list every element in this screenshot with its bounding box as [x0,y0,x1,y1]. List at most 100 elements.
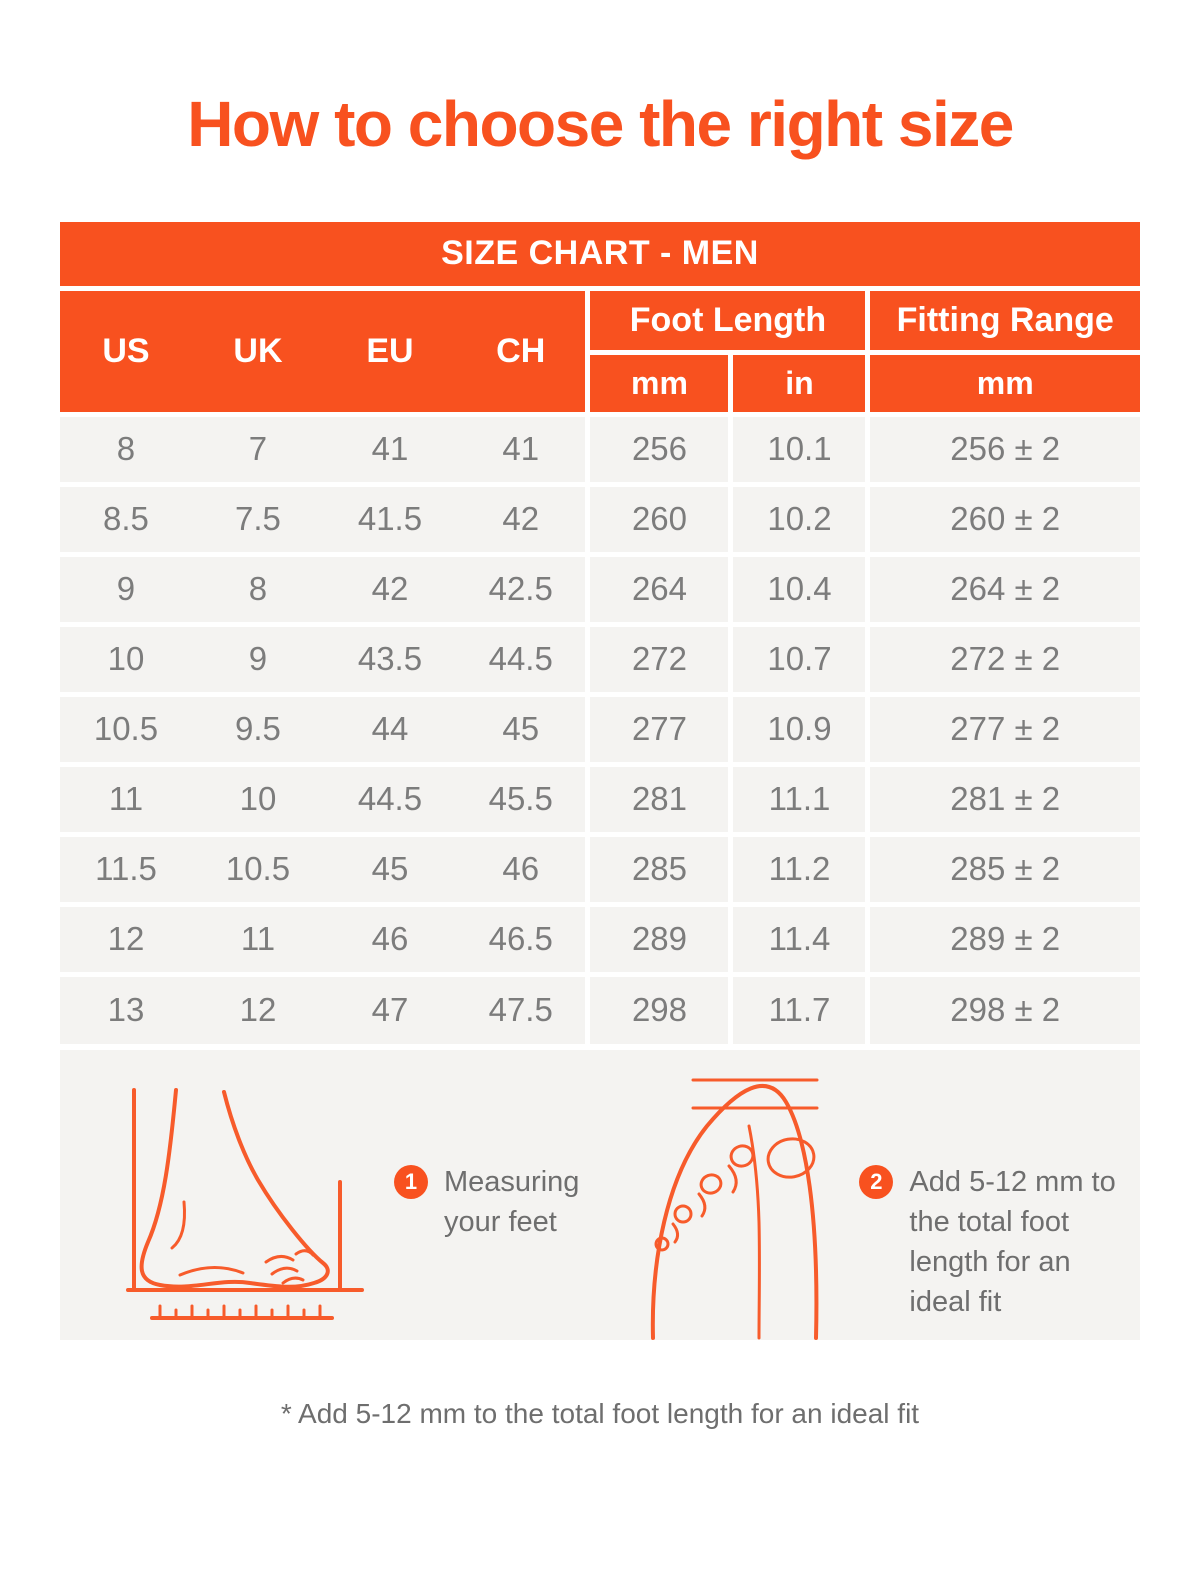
cell-fitting: 260 ± 2 [865,481,1141,554]
unit-header-in: in [728,352,868,414]
step-2-line-4: ideal fit [909,1286,1002,1318]
step-1-text: Measuring your feet [444,1162,579,1242]
cell-in: 10.1 [728,411,868,484]
cell-uk: 10 [191,761,324,834]
step-2-badge: 2 [859,1165,894,1199]
cell-ch: 47.5 [455,971,588,1044]
size-chart-header: SIZE CHART - MEN US UK EU CH Foot Length… [59,222,1141,414]
cell-uk: 7.5 [191,481,324,554]
table-row: 13 12 47 47.5 298 11.7 298 ± 2 [59,971,1141,1044]
column-header-us: US [59,288,192,414]
column-header-eu: EU [323,288,456,414]
table-row: 12 11 46 46.5 289 11.4 289 ± 2 [59,901,1141,974]
cell-fitting: 281 ± 2 [865,761,1141,834]
cell-us: 8.5 [59,481,192,554]
cell-us: 10.5 [59,691,192,764]
cell-uk: 10.5 [191,831,324,904]
footnote: * Add 5-12 mm to the total foot length f… [280,1398,920,1429]
cell-mm: 256 [585,411,731,484]
cell-mm: 281 [585,761,731,834]
step-1: 1 Measuring your feet [394,1162,579,1242]
size-guide-page: How to choose the right size SIZE CHART … [0,92,1200,1592]
cell-ch: 41 [455,411,588,484]
column-header-ch: CH [455,288,588,414]
cell-uk: 12 [191,971,324,1044]
step-2-line-3: length for an [909,1246,1071,1278]
step-1-line-2: your feet [444,1206,557,1238]
cell-ch: 44.5 [455,621,588,694]
step-2-line-2: the total foot [909,1206,1070,1238]
cell-eu: 43.5 [323,621,456,694]
cell-ch: 46 [455,831,588,904]
cell-in: 10.4 [728,551,868,624]
cell-fitting: 264 ± 2 [865,551,1141,624]
step-2: 2 Add 5-12 mm to the total foot length f… [859,1162,1116,1322]
table-row: 8 7 41 41 256 10.1 256 ± 2 [59,411,1141,484]
cell-mm: 298 [585,971,731,1044]
cell-fitting: 272 ± 2 [865,621,1141,694]
cell-uk: 9 [191,621,324,694]
cell-eu: 46 [323,901,456,974]
cell-eu: 42 [323,551,456,624]
foot-side-measure-icon [126,1088,364,1320]
table-row: 9 8 42 42.5 264 10.4 264 ± 2 [59,551,1141,624]
cell-us: 12 [59,901,192,974]
cell-mm: 289 [585,901,731,974]
cell-in: 10.9 [728,691,868,764]
cell-fitting: 285 ± 2 [865,831,1141,904]
cell-ch: 45.5 [455,761,588,834]
table-row: 10 9 43.5 44.5 272 10.7 272 ± 2 [59,621,1141,694]
cell-mm: 264 [585,551,731,624]
column-header-uk: UK [191,288,324,414]
size-chart-body: 8 7 41 41 256 10.1 256 ± 2 8.5 7.5 41.5 42 260 10.2 2… [59,411,1141,1044]
cell-in: 10.2 [728,481,868,554]
unit-header-fitting-mm: mm [865,352,1141,414]
step-1-badge: 1 [394,1165,428,1199]
cell-fitting: 298 ± 2 [865,971,1141,1044]
cell-ch: 46.5 [455,901,588,974]
cell-fitting: 277 ± 2 [865,691,1141,764]
cell-eu: 44.5 [323,761,456,834]
cell-eu: 44 [323,691,456,764]
cell-us: 8 [59,411,192,484]
cell-ch: 45 [455,691,588,764]
table-row: 11.5 10.5 45 46 285 11.2 285 ± 2 [59,831,1141,904]
cell-uk: 9.5 [191,691,324,764]
column-header-foot-length: Foot Length [585,288,868,355]
cell-mm: 277 [585,691,731,764]
cell-us: 9 [59,551,192,624]
unit-header-mm: mm [585,352,731,414]
cell-in: 11.2 [728,831,868,904]
cell-fitting: 289 ± 2 [865,901,1141,974]
page-title: How to choose the right size [187,88,1014,160]
cell-eu: 45 [323,831,456,904]
size-chart-title: SIZE CHART - MEN [59,222,1141,291]
step-1-line-1: Measuring [444,1166,580,1198]
step-2-text: Add 5-12 mm to the total foot length for… [909,1162,1115,1322]
step-2-line-1: Add 5-12 mm to [909,1166,1116,1198]
cell-us: 10 [59,621,192,694]
cell-mm: 272 [585,621,731,694]
cell-eu: 41 [323,411,456,484]
cell-ch: 42.5 [455,551,588,624]
cell-fitting: 256 ± 2 [865,411,1141,484]
table-row: 8.5 7.5 41.5 42 260 10.2 260 ± 2 [59,481,1141,554]
cell-in: 10.7 [728,621,868,694]
table-row: 10.5 9.5 44 45 277 10.9 277 ± 2 [59,691,1141,764]
cell-uk: 8 [191,551,324,624]
cell-in: 11.4 [728,901,868,974]
cell-mm: 260 [585,481,731,554]
size-chart-table: SIZE CHART - MEN US UK EU CH Foot Length… [59,222,1141,1044]
foot-top-measure-icon [651,1078,819,1340]
table-row: 11 10 44.5 45.5 281 11.1 281 ± 2 [59,761,1141,834]
measuring-guide-panel: 1 Measuring your feet 2 Add 5-12 mm to [60,1050,1140,1340]
cell-us: 11.5 [59,831,192,904]
cell-uk: 7 [191,411,324,484]
cell-us: 11 [59,761,192,834]
cell-uk: 11 [191,901,324,974]
cell-mm: 285 [585,831,731,904]
cell-us: 13 [59,971,192,1044]
cell-ch: 42 [455,481,588,554]
cell-in: 11.1 [728,761,868,834]
cell-in: 11.7 [728,971,868,1044]
